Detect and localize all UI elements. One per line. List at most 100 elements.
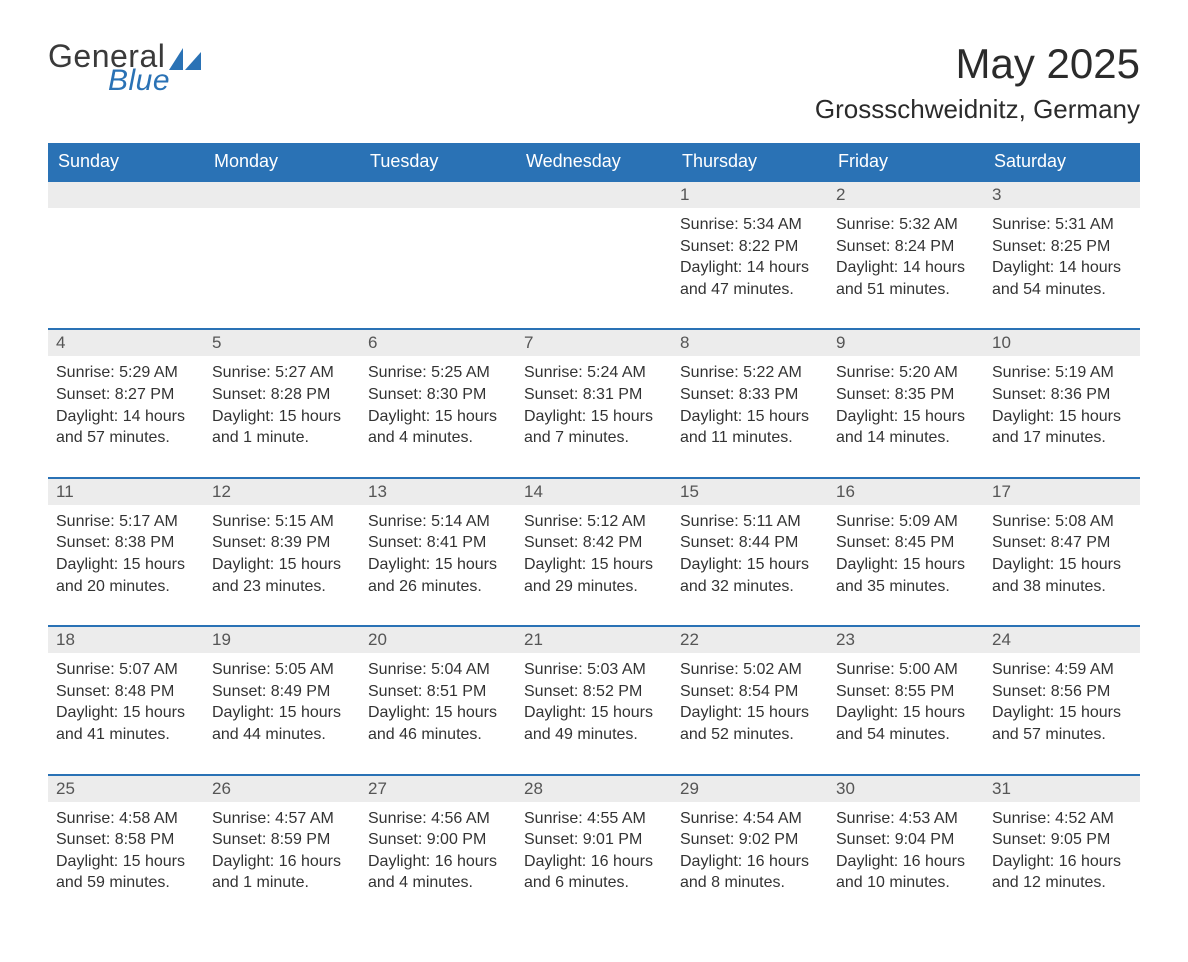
day-number — [204, 182, 360, 208]
sunrise-line-value: 4:52 AM — [1051, 810, 1114, 827]
weekday-header: Wednesday — [516, 143, 672, 181]
day-number: 30 — [828, 776, 984, 802]
sunset-line: Sunset: 8:56 PM — [992, 681, 1132, 703]
sunrise-line-value: 5:17 AM — [115, 513, 178, 530]
sunset-line-label: Sunset: — [836, 386, 890, 403]
sunset-line: Sunset: 8:31 PM — [524, 384, 664, 406]
sunset-line-value: 8:33 PM — [734, 386, 798, 403]
sunset-line-value: 8:35 PM — [890, 386, 954, 403]
sunset-line-label: Sunset: — [368, 386, 422, 403]
daylight-line-label: Daylight: — [680, 704, 742, 721]
sunrise-line: Sunrise: 5:12 AM — [524, 511, 664, 533]
daylight-line: Daylight: 15 hours and 46 minutes. — [368, 702, 508, 745]
sunrise-line: Sunrise: 5:11 AM — [680, 511, 820, 533]
daylight-line: Daylight: 15 hours and 38 minutes. — [992, 554, 1132, 597]
daylight-line: Daylight: 15 hours and 54 minutes. — [836, 702, 976, 745]
sunrise-line-value: 5:31 AM — [1051, 216, 1114, 233]
sunrise-line: Sunrise: 5:17 AM — [56, 511, 196, 533]
sunset-line: Sunset: 8:48 PM — [56, 681, 196, 703]
day-details: Sunrise: 5:08 AMSunset: 8:47 PMDaylight:… — [984, 505, 1140, 625]
calendar-day-cell: 25Sunrise: 4:58 AMSunset: 8:58 PMDayligh… — [48, 775, 204, 922]
sunrise-line: Sunrise: 4:54 AM — [680, 808, 820, 830]
calendar-day-cell: 17Sunrise: 5:08 AMSunset: 8:47 PMDayligh… — [984, 478, 1140, 626]
sunset-line: Sunset: 8:41 PM — [368, 532, 508, 554]
weekday-header: Sunday — [48, 143, 204, 181]
sunrise-line: Sunrise: 5:14 AM — [368, 511, 508, 533]
calendar-day-cell: 12Sunrise: 5:15 AMSunset: 8:39 PMDayligh… — [204, 478, 360, 626]
sunset-line: Sunset: 9:00 PM — [368, 829, 508, 851]
sunrise-line-label: Sunrise: — [992, 216, 1051, 233]
daylight-line-label: Daylight: — [56, 704, 118, 721]
sunset-line-value: 8:59 PM — [266, 831, 330, 848]
sunrise-line: Sunrise: 5:05 AM — [212, 659, 352, 681]
daylight-line-label: Daylight: — [368, 556, 430, 573]
sunset-line: Sunset: 8:27 PM — [56, 384, 196, 406]
daylight-line: Daylight: 16 hours and 12 minutes. — [992, 851, 1132, 894]
day-number: 25 — [48, 776, 204, 802]
daylight-line: Daylight: 15 hours and 57 minutes. — [992, 702, 1132, 745]
calendar-day-cell: 14Sunrise: 5:12 AMSunset: 8:42 PMDayligh… — [516, 478, 672, 626]
sunset-line-label: Sunset: — [680, 534, 734, 551]
day-number: 31 — [984, 776, 1140, 802]
day-details: Sunrise: 5:34 AMSunset: 8:22 PMDaylight:… — [672, 208, 828, 328]
daylight-line-label: Daylight: — [836, 853, 898, 870]
sunset-line-value: 9:02 PM — [734, 831, 798, 848]
day-number — [360, 182, 516, 208]
daylight-line-label: Daylight: — [992, 853, 1054, 870]
day-number — [48, 182, 204, 208]
calendar-day-cell: 18Sunrise: 5:07 AMSunset: 8:48 PMDayligh… — [48, 626, 204, 774]
sunset-line-value: 9:00 PM — [422, 831, 486, 848]
weekday-header: Thursday — [672, 143, 828, 181]
sunset-line: Sunset: 8:39 PM — [212, 532, 352, 554]
sunrise-line-label: Sunrise: — [992, 513, 1051, 530]
sunrise-line-label: Sunrise: — [992, 364, 1051, 381]
sunset-line-label: Sunset: — [212, 831, 266, 848]
weekday-header: Tuesday — [360, 143, 516, 181]
day-details: Sunrise: 5:12 AMSunset: 8:42 PMDaylight:… — [516, 505, 672, 625]
sunrise-line: Sunrise: 5:07 AM — [56, 659, 196, 681]
sunset-line-label: Sunset: — [368, 534, 422, 551]
sunset-line: Sunset: 9:05 PM — [992, 829, 1132, 851]
sunset-line-label: Sunset: — [992, 238, 1046, 255]
sunrise-line-value: 5:02 AM — [739, 661, 802, 678]
sunset-line-value: 8:24 PM — [890, 238, 954, 255]
daylight-line-label: Daylight: — [212, 556, 274, 573]
calendar-day-cell: 3Sunrise: 5:31 AMSunset: 8:25 PMDaylight… — [984, 181, 1140, 329]
day-number: 15 — [672, 479, 828, 505]
daylight-line: Daylight: 16 hours and 1 minute. — [212, 851, 352, 894]
sunset-line-value: 8:38 PM — [110, 534, 174, 551]
sunset-line: Sunset: 9:02 PM — [680, 829, 820, 851]
daylight-line: Daylight: 14 hours and 57 minutes. — [56, 406, 196, 449]
daylight-line: Daylight: 16 hours and 10 minutes. — [836, 851, 976, 894]
sunrise-line-value: 5:07 AM — [115, 661, 178, 678]
sunset-line: Sunset: 8:36 PM — [992, 384, 1132, 406]
sunset-line-label: Sunset: — [836, 831, 890, 848]
day-number: 13 — [360, 479, 516, 505]
daylight-line-label: Daylight: — [680, 259, 742, 276]
sunset-line-label: Sunset: — [836, 534, 890, 551]
sunset-line: Sunset: 8:55 PM — [836, 681, 976, 703]
weekday-header: Friday — [828, 143, 984, 181]
sunrise-line: Sunrise: 4:53 AM — [836, 808, 976, 830]
sunrise-line-label: Sunrise: — [56, 513, 115, 530]
header: General Blue May 2025 Grossschweidnitz, … — [48, 40, 1140, 125]
sunrise-line-value: 5:00 AM — [895, 661, 958, 678]
daylight-line-label: Daylight: — [524, 408, 586, 425]
sunset-line: Sunset: 8:45 PM — [836, 532, 976, 554]
calendar-day-cell: 20Sunrise: 5:04 AMSunset: 8:51 PMDayligh… — [360, 626, 516, 774]
calendar-day-cell: 19Sunrise: 5:05 AMSunset: 8:49 PMDayligh… — [204, 626, 360, 774]
sunset-line-label: Sunset: — [992, 683, 1046, 700]
sunrise-line: Sunrise: 5:00 AM — [836, 659, 976, 681]
sunrise-line: Sunrise: 5:31 AM — [992, 214, 1132, 236]
sunrise-line: Sunrise: 5:29 AM — [56, 362, 196, 384]
daylight-line: Daylight: 15 hours and 1 minute. — [212, 406, 352, 449]
sunset-line-label: Sunset: — [836, 238, 890, 255]
calendar-week-row: 4Sunrise: 5:29 AMSunset: 8:27 PMDaylight… — [48, 329, 1140, 477]
calendar-day-cell: 10Sunrise: 5:19 AMSunset: 8:36 PMDayligh… — [984, 329, 1140, 477]
sunset-line: Sunset: 8:49 PM — [212, 681, 352, 703]
daylight-line-label: Daylight: — [836, 556, 898, 573]
day-number: 24 — [984, 627, 1140, 653]
day-details: Sunrise: 5:14 AMSunset: 8:41 PM Daylight:… — [360, 505, 516, 625]
sunrise-line: Sunrise: 4:52 AM — [992, 808, 1132, 830]
daylight-line-label: Daylight: — [524, 704, 586, 721]
